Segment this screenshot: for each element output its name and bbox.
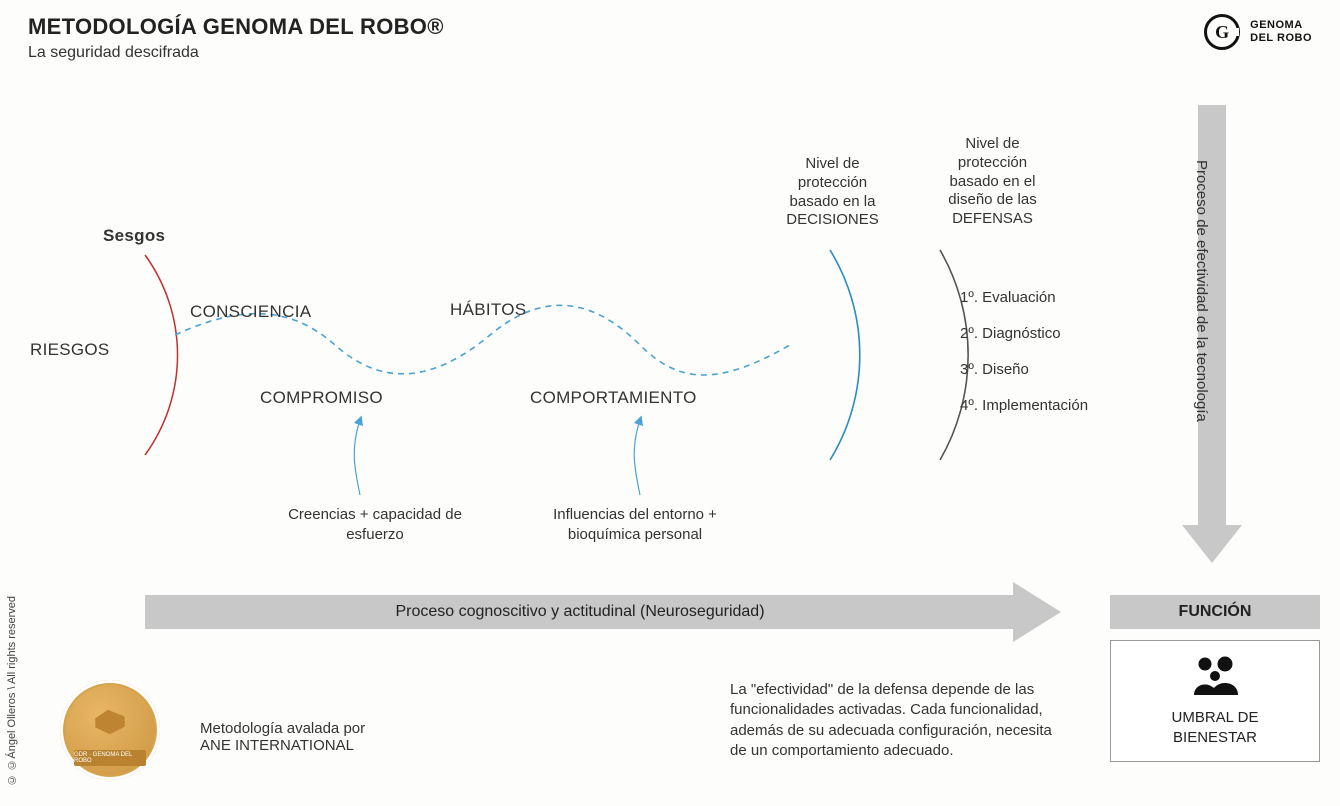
- steps-list: 1º. Evaluación 2º. Diagnóstico 3º. Diseñ…: [960, 280, 1088, 424]
- nf-l2: protección: [930, 154, 1055, 173]
- endorsement-badge: GDR · GENOMA DEL ROBO: [60, 680, 160, 780]
- people-icon: [1188, 655, 1242, 695]
- logo-line-1: GENOMA: [1250, 19, 1312, 32]
- page-subtitle: La seguridad descifrada: [28, 44, 199, 62]
- label-habitos: HÁBITOS: [450, 300, 526, 320]
- effectiveness-paragraph: La "efectividad" de la defensa depende d…: [730, 680, 1060, 761]
- vertical-arrow: [1182, 105, 1242, 565]
- nd-l3: basado en la: [770, 193, 895, 212]
- page-title: METODOLOGÍA GENOMA DEL ROBO®: [28, 14, 444, 40]
- label-nivel-decisiones: Nivel de protección basado en la DECISIO…: [770, 155, 895, 230]
- label-comportamiento: COMPORTAMIENTO: [530, 388, 697, 408]
- horizontal-arrow-bar: Proceso cognoscitivo y actitudinal (Neur…: [145, 595, 1015, 629]
- logo-line-2: DEL ROBO: [1250, 32, 1312, 45]
- horizontal-arrow-head: [1013, 582, 1063, 642]
- badge-ribbon-text: GDR · GENOMA DEL ROBO: [74, 750, 146, 766]
- subnote-compromiso: Creencias + capacidad de esfuerzo: [280, 505, 470, 544]
- logo-icon: G: [1204, 14, 1240, 50]
- endorsed-l1: Metodología avalada por: [200, 720, 365, 737]
- umbral-l1: UMBRAL DE: [1117, 708, 1313, 728]
- nd-l2: protección: [770, 174, 895, 193]
- label-nivel-defensas: Nivel de protección basado en el diseño …: [930, 135, 1055, 229]
- vertical-label: Proceso de efectividad de la tecnología: [1193, 160, 1210, 520]
- nd-l4: DECISIONES: [770, 211, 895, 230]
- funcion-label: FUNCIÓN: [1179, 603, 1252, 621]
- funcion-box: FUNCIÓN: [1110, 595, 1320, 629]
- copyright-text: © ©Ángel Olleros \ All rights reserved: [6, 596, 18, 786]
- nf-l3: basado en el: [930, 173, 1055, 192]
- label-riesgos: RIESGOS: [30, 340, 110, 360]
- nd-l1: Nivel de: [770, 155, 895, 174]
- umbral-l2: BIENESTAR: [1117, 728, 1313, 748]
- brand-logo: G GENOMA DEL ROBO: [1204, 14, 1312, 50]
- nf-l5: DEFENSAS: [930, 210, 1055, 229]
- nf-l1: Nivel de: [930, 135, 1055, 154]
- endorsed-l2: ANE INTERNATIONAL: [200, 737, 365, 754]
- blue-arc: [830, 250, 860, 460]
- logo-letter: G: [1215, 22, 1229, 43]
- arrow-to-comportamiento: [634, 420, 640, 495]
- subnote-comportamiento: Influencias del entorno + bioquímica per…: [535, 505, 735, 544]
- label-consciencia: CONSCIENCIA: [190, 302, 311, 322]
- endorsement-text: Metodología avalada por ANE INTERNATIONA…: [200, 720, 365, 754]
- step-1: 1º. Evaluación: [960, 280, 1088, 316]
- step-4: 4º. Implementación: [960, 388, 1088, 424]
- label-compromiso: COMPROMISO: [260, 388, 383, 408]
- badge-icon: GDR · GENOMA DEL ROBO: [60, 680, 160, 780]
- nf-l4: diseño de las: [930, 191, 1055, 210]
- umbral-box: UMBRAL DE BIENESTAR: [1110, 640, 1320, 762]
- horizontal-arrow-label: Proceso cognoscitivo y actitudinal (Neur…: [395, 603, 764, 621]
- label-sesgos: Sesgos: [103, 226, 165, 246]
- step-3: 3º. Diseño: [960, 352, 1088, 388]
- red-arc: [145, 255, 178, 455]
- step-2: 2º. Diagnóstico: [960, 316, 1088, 352]
- arrow-to-compromiso: [354, 420, 360, 495]
- logo-text: GENOMA DEL ROBO: [1250, 19, 1312, 44]
